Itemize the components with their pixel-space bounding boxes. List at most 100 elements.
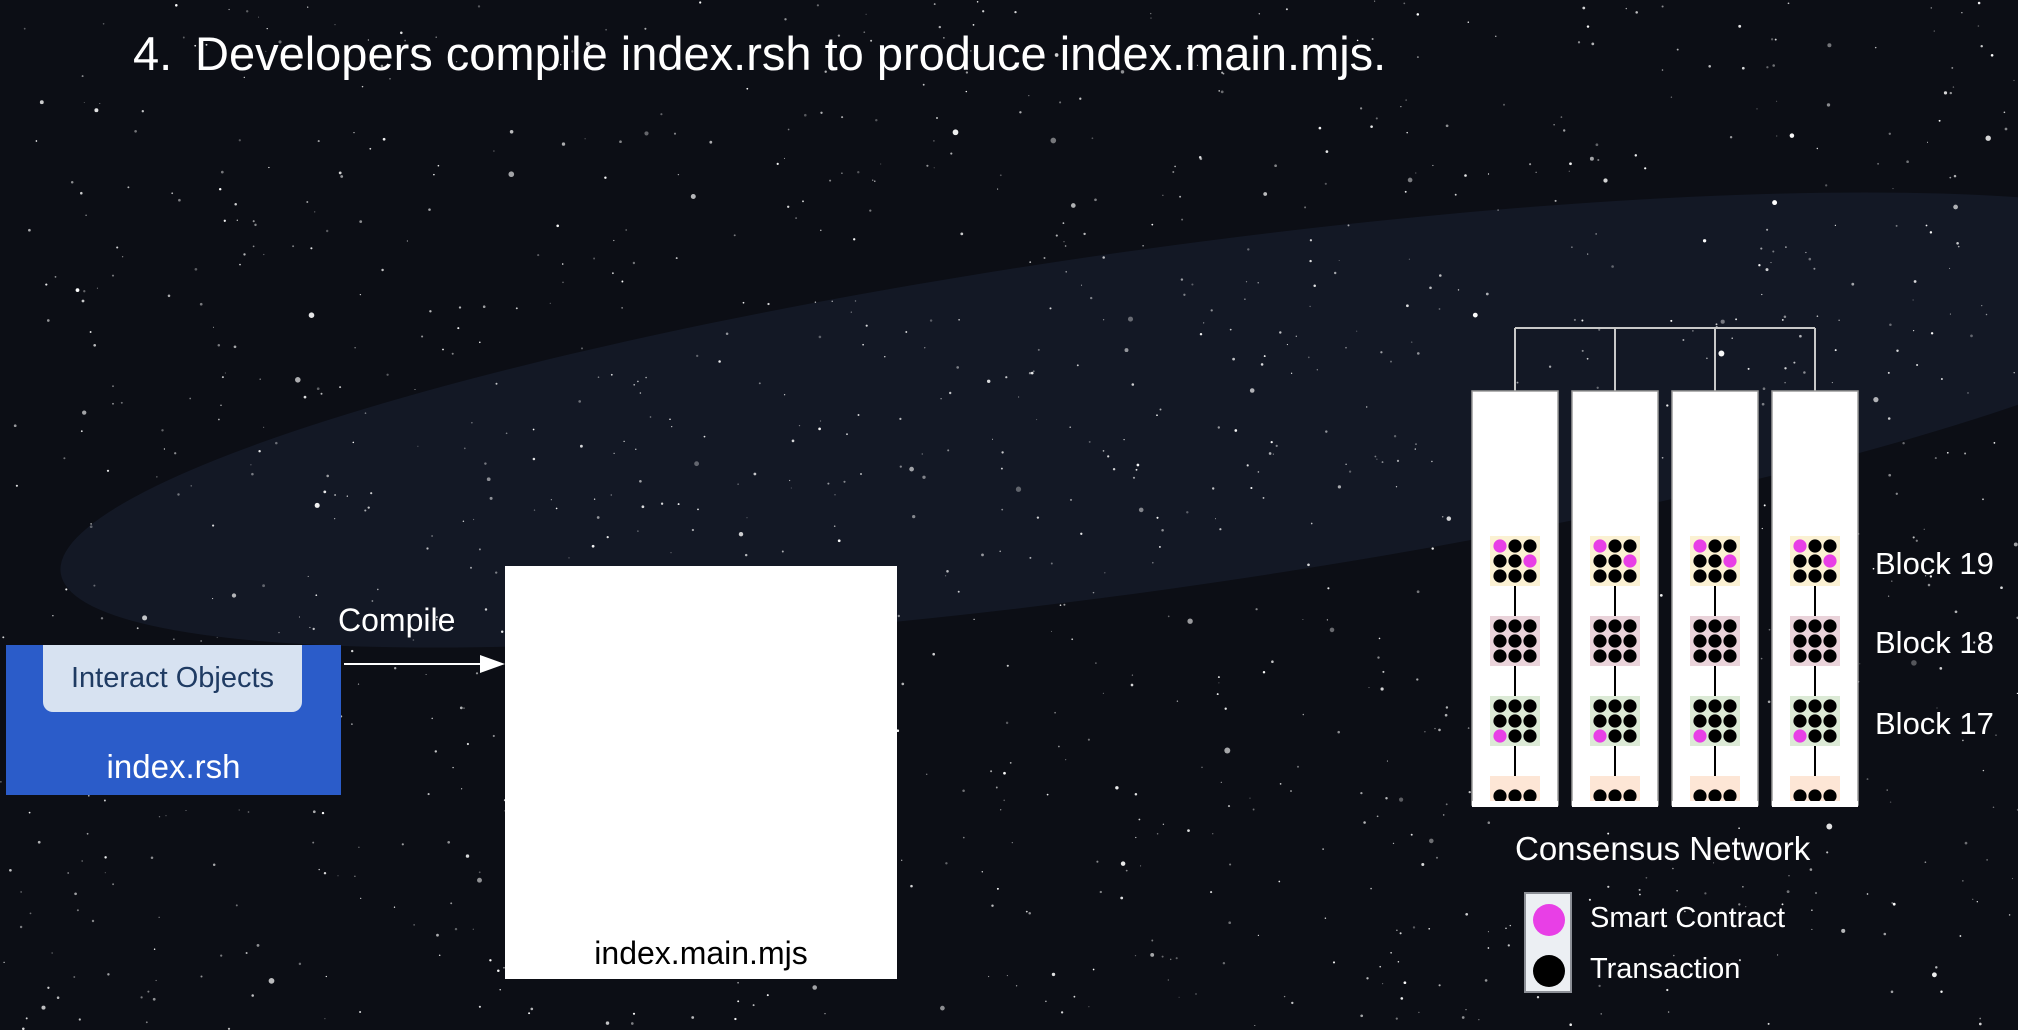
star [1877,162,1880,165]
star [865,13,867,15]
star [1222,961,1226,965]
star [1058,745,1060,748]
star [632,261,636,265]
star [1980,44,1983,48]
star [818,335,822,339]
star [477,877,482,883]
star [1516,381,1519,384]
star [1050,137,1057,144]
star [596,516,600,519]
star [67,872,70,874]
star [251,472,254,476]
star [1217,676,1220,679]
transaction-dot [1523,699,1537,713]
star [1834,349,1837,352]
transaction-dot [1623,649,1637,663]
star [163,448,165,450]
transaction-dot [1808,539,1822,553]
star [952,129,959,136]
star [1591,42,1595,46]
star [637,530,639,532]
star [1378,637,1381,640]
star [245,951,248,955]
star [1187,618,1193,624]
star [321,811,325,815]
star [477,5,481,8]
star [933,140,935,142]
star [1102,450,1105,452]
star [104,856,107,859]
transaction-dot [1523,789,1537,803]
star [1985,313,1988,316]
star [1776,100,1778,102]
transaction-dot [1523,619,1537,633]
star [1161,955,1164,958]
star [528,1012,531,1015]
star [1676,48,1679,51]
star [905,331,908,333]
star [1977,25,1980,27]
star [1428,927,1431,930]
star [965,71,969,74]
star [1403,2,1406,5]
star [221,376,224,379]
star [1762,387,1766,391]
star [1927,583,1931,587]
star [798,424,801,427]
star [1102,256,1105,259]
star [265,50,267,52]
star [1940,990,1943,994]
star [863,31,866,34]
star [1661,5,1664,8]
star [178,198,181,202]
star [585,41,590,46]
star [956,366,960,369]
star [1949,267,1951,269]
star [1324,182,1327,185]
star [1598,984,1601,988]
star [312,627,315,631]
star [1050,562,1053,565]
star [1218,90,1220,92]
star [645,376,647,379]
star [584,138,586,140]
star [354,875,356,877]
star [593,257,596,260]
star [1931,972,1937,978]
star [1324,917,1327,919]
transaction-dot [1523,569,1537,583]
star [268,978,275,984]
star [1249,797,1251,799]
star [508,171,515,178]
star [1765,268,1769,272]
star [307,6,309,8]
star [220,170,224,174]
star [1102,692,1104,694]
star [400,31,403,35]
star [1064,245,1067,247]
star [1582,6,1586,10]
star [697,508,699,511]
star [1395,486,1398,488]
star [489,959,492,962]
star [677,503,680,506]
star [1003,771,1006,775]
transaction-dot [1593,569,1607,583]
star [625,229,628,231]
star [1018,396,1020,398]
star [816,4,820,7]
star [323,490,327,494]
star [1993,442,1996,444]
star [1220,90,1224,94]
star [1416,352,1420,355]
star [899,417,902,420]
star [212,524,215,527]
star [783,394,786,396]
star [457,327,460,330]
transaction-dot [1608,649,1622,663]
star [165,815,167,817]
star [175,4,178,7]
star [1015,985,1018,987]
star [549,302,551,305]
star [1813,267,1816,270]
